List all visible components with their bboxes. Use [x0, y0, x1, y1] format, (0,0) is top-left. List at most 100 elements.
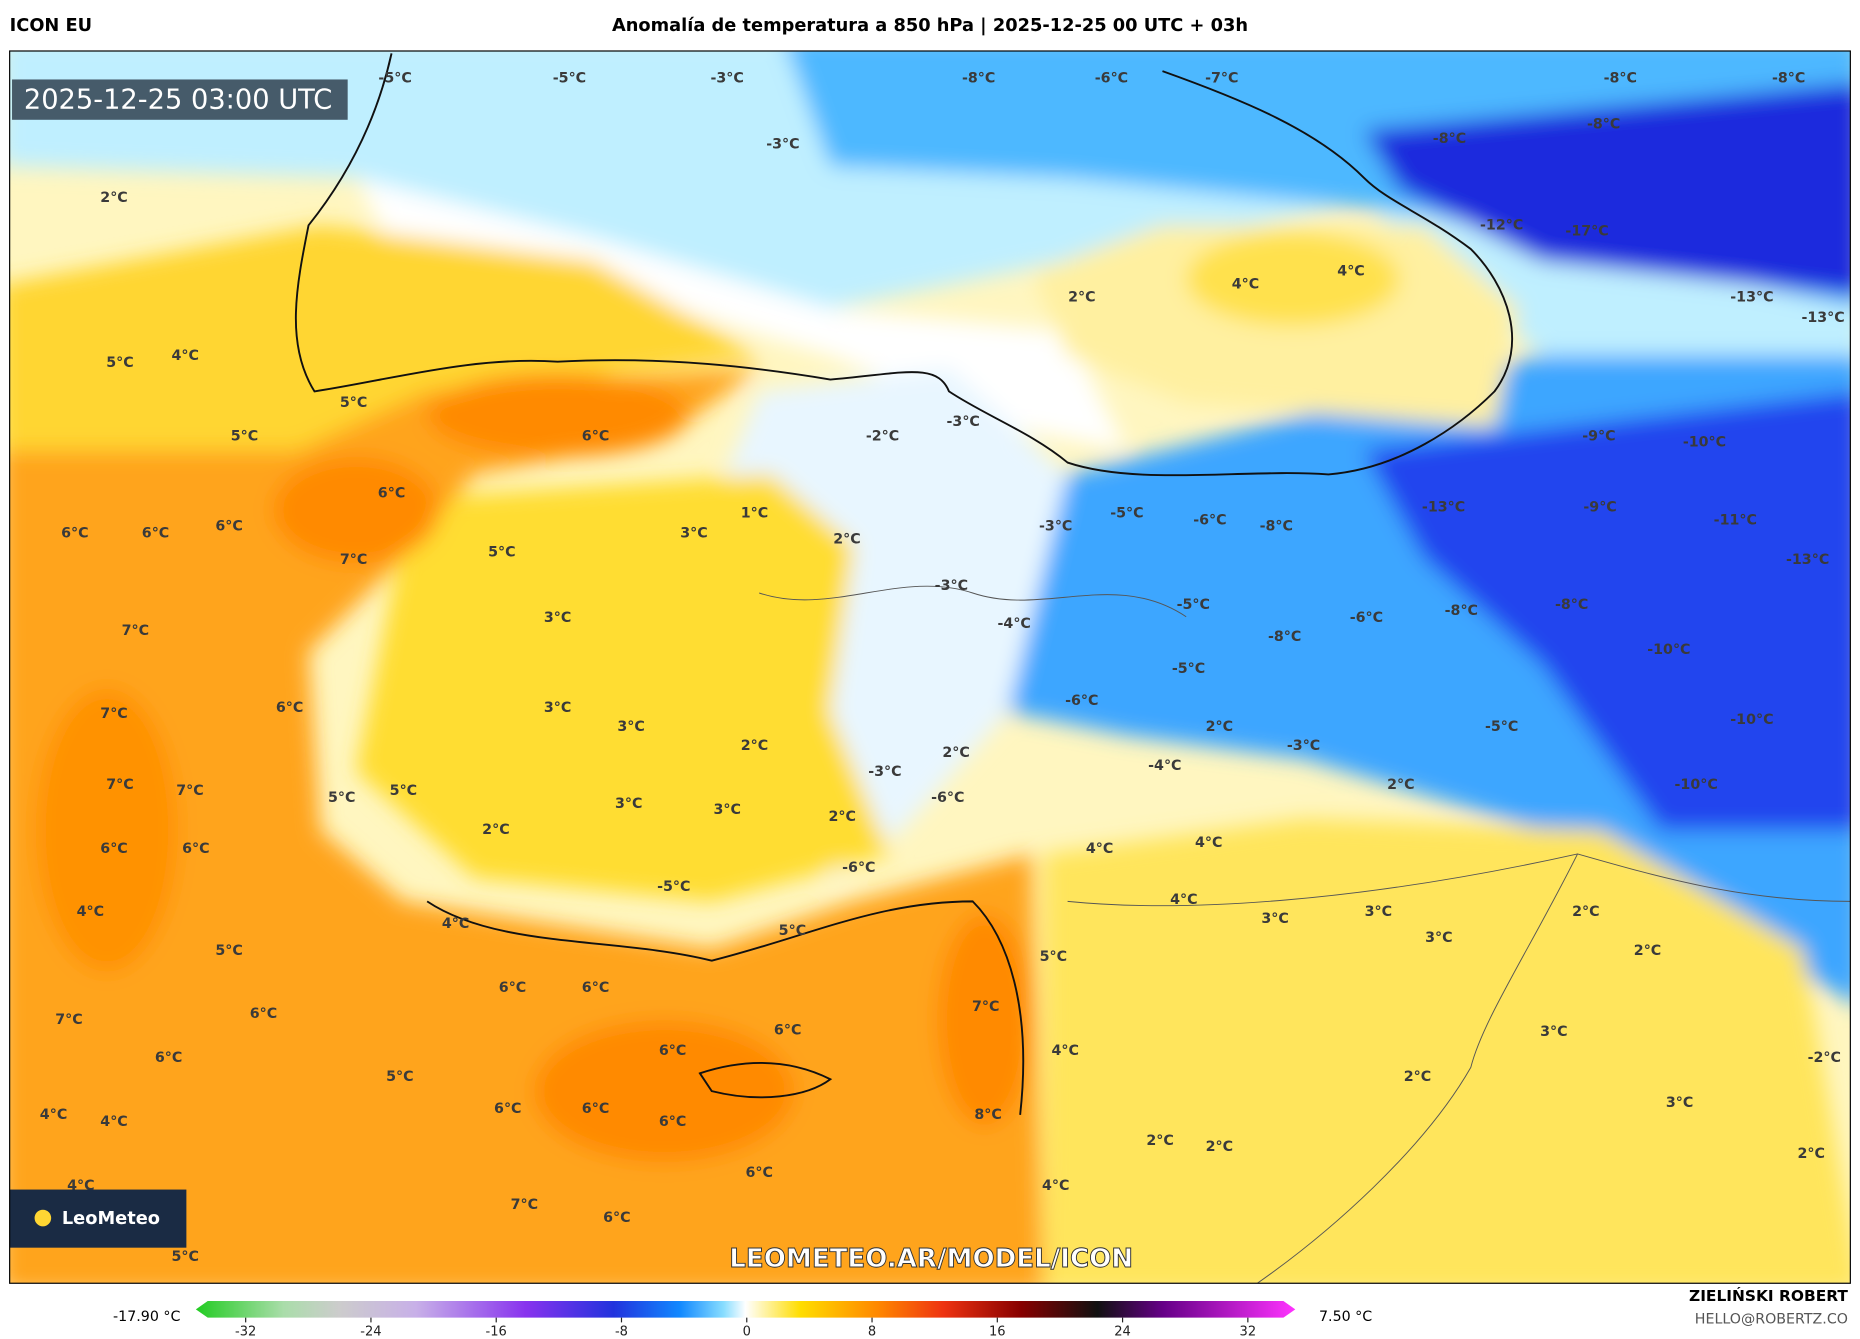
watermark: LEOMETEO.AR/MODEL/ICON — [729, 1244, 1133, 1274]
temperature-label: 4°C — [1337, 264, 1364, 280]
temperature-label: -6°C — [1095, 70, 1128, 86]
temperature-label: -5°C — [1110, 506, 1143, 522]
temperature-label: 5°C — [1040, 949, 1067, 965]
temperature-label: 4°C — [442, 916, 469, 932]
temperature-label: 7°C — [176, 783, 203, 799]
temperature-label: 2°C — [741, 738, 768, 754]
temperature-label: -3°C — [868, 764, 901, 780]
temperature-label: 6°C — [142, 526, 169, 542]
temperature-label: 5°C — [390, 783, 417, 799]
temperature-label: -3°C — [1039, 519, 1072, 535]
temperature-label: -5°C — [657, 879, 690, 895]
temperature-label: 3°C — [1425, 930, 1452, 946]
temperature-label: 2°C — [1572, 904, 1599, 920]
colorbar-tick-label: 16 — [989, 1324, 1006, 1339]
temperature-label: 4°C — [1042, 1178, 1069, 1194]
temperature-label: -6°C — [1193, 513, 1226, 529]
temperature-label: -8°C — [1445, 603, 1478, 619]
temperature-label: 6°C — [155, 1050, 182, 1066]
temperature-label: -13°C — [1801, 310, 1844, 326]
temperature-label: 5°C — [779, 923, 806, 939]
temperature-label: -4°C — [998, 616, 1031, 632]
temperature-label: 5°C — [340, 395, 367, 411]
temperature-label: -6°C — [1065, 693, 1098, 709]
temperature-label: 8°C — [974, 1107, 1001, 1123]
colorbar-tick-label: 24 — [1114, 1324, 1131, 1339]
temperature-label: 7°C — [122, 623, 149, 639]
temperature-label: 2°C — [1387, 777, 1414, 793]
temperature-label: 7°C — [511, 1197, 538, 1213]
temperature-label: -2°C — [866, 428, 899, 444]
timestamp-box — [12, 79, 348, 120]
temperature-label: 3°C — [544, 610, 571, 626]
temperature-label: 5°C — [106, 355, 133, 371]
temperature-label: 4°C — [100, 1114, 127, 1130]
temperature-label: -12°C — [1480, 217, 1523, 233]
colorbar-min: -17.90 °C — [113, 1309, 180, 1325]
temperature-label: 2°C — [1206, 1139, 1233, 1155]
temperature-label: 4°C — [77, 904, 104, 920]
temperature-label: -7°C — [1205, 70, 1238, 86]
temperature-label: -8°C — [1260, 519, 1293, 535]
temperature-label: 4°C — [1232, 277, 1259, 293]
temperature-label: -10°C — [1730, 712, 1773, 728]
temperature-label: 5°C — [231, 428, 258, 444]
temperature-label: 5°C — [386, 1069, 413, 1085]
email: HELLO@ROBERTZ.CO — [1695, 1312, 1848, 1328]
temperature-label: 2°C — [1634, 943, 1661, 959]
temperature-label: 4°C — [40, 1107, 67, 1123]
temperature-label: -6°C — [1350, 610, 1383, 626]
temperature-label: 2°C — [833, 532, 860, 548]
temperature-label: -3°C — [1287, 738, 1320, 754]
temperature-label: 3°C — [1365, 904, 1392, 920]
temperature-label: 2°C — [829, 809, 856, 825]
temperature-label: -10°C — [1675, 777, 1718, 793]
temperature-label: -3°C — [935, 578, 968, 594]
temperature-label: -8°C — [1433, 131, 1466, 147]
temperature-label: 4°C — [171, 348, 198, 364]
temperature-label: 6°C — [499, 980, 526, 996]
temperature-label: -5°C — [553, 70, 586, 86]
temperature-label: 5°C — [488, 545, 515, 561]
temperature-label: -13°C — [1730, 290, 1773, 306]
temperature-label: 2°C — [942, 745, 969, 761]
logo-text: LeoMeteo — [62, 1208, 160, 1229]
temperature-label: -3°C — [947, 414, 980, 430]
temperature-label: 7°C — [972, 999, 999, 1015]
temperature-label: 6°C — [215, 519, 242, 535]
temperature-label: -8°C — [1587, 117, 1620, 133]
temperature-label: -13°C — [1422, 500, 1465, 516]
map-labels: -5°C -5°C -3°C -8°C -6°C -7°C -8°C -8°C -3°C -8°C… — [40, 70, 1845, 1265]
temperature-label: 5°C — [328, 790, 355, 806]
temperature-label: 6°C — [182, 841, 209, 857]
temperature-label: 6°C — [774, 1023, 801, 1039]
author: ZIELIŃSKI ROBERT — [1689, 1286, 1848, 1305]
temperature-label: 6°C — [250, 1006, 277, 1022]
temperature-label: -6°C — [931, 790, 964, 806]
temperature-label: 3°C — [617, 719, 644, 735]
temperature-label: 3°C — [544, 700, 571, 716]
coastlines — [294, 53, 1514, 1115]
temperature-label: -8°C — [1604, 70, 1637, 86]
temperature-label: 4°C — [1195, 835, 1222, 851]
temperature-label: -8°C — [1555, 597, 1588, 613]
temperature-label: -8°C — [1772, 70, 1805, 86]
temperature-label: -5°C — [1172, 661, 1205, 677]
temperature-label: 6°C — [582, 428, 609, 444]
temperature-label: -5°C — [1485, 719, 1518, 735]
temperature-label: -8°C — [1268, 629, 1301, 645]
temperature-label: 7°C — [340, 552, 367, 568]
borders — [759, 585, 1851, 1284]
temperature-label: -8°C — [962, 70, 995, 86]
temperature-label: 2°C — [482, 822, 509, 838]
map-frame — [9, 50, 1851, 1284]
temperature-label: 5°C — [171, 1249, 198, 1265]
temperature-label: 2°C — [1797, 1146, 1824, 1162]
temperature-label: -9°C — [1583, 500, 1616, 516]
temperature-label: 6°C — [276, 700, 303, 716]
colorbar: -32 -24 -16 -8 0 8 16 24 32 — [195, 1301, 1296, 1339]
temperature-label: 2°C — [1206, 719, 1233, 735]
temperature-label: -3°C — [711, 70, 744, 86]
colorbar-tick-label: -24 — [360, 1324, 381, 1339]
